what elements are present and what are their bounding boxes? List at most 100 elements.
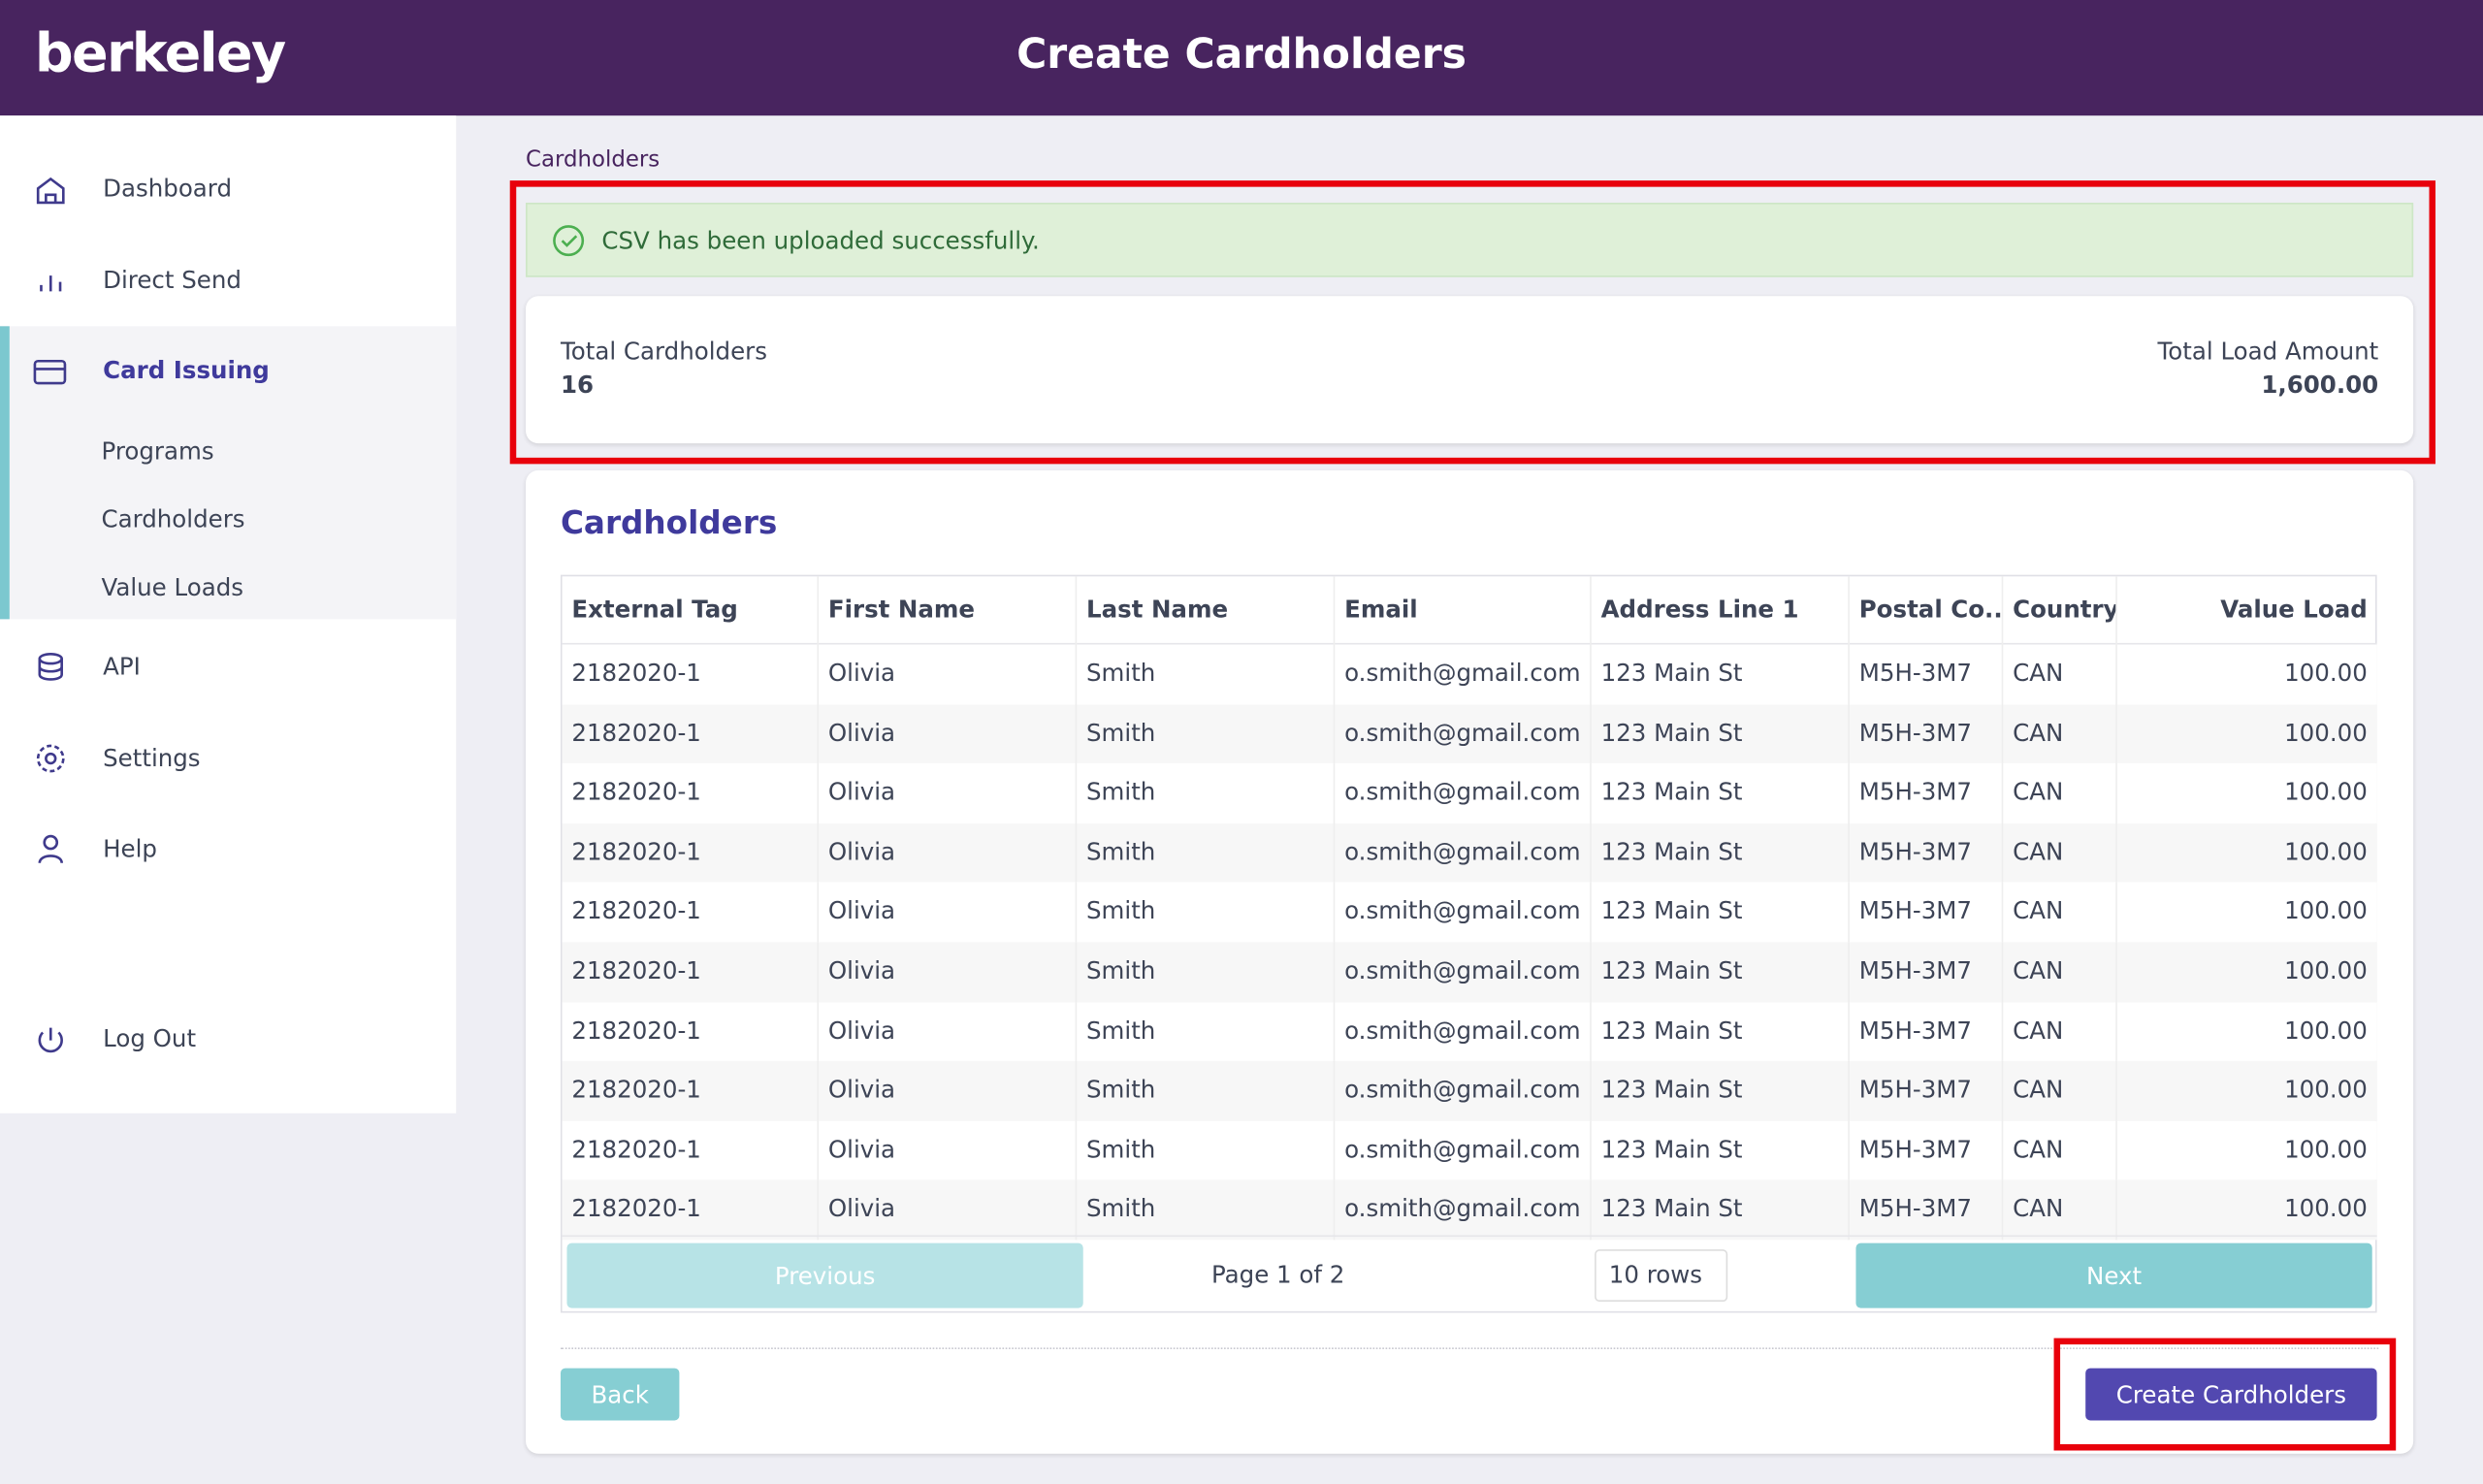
settings-icon-ring (36, 744, 65, 773)
table-cell: Olivia (819, 942, 1078, 1002)
table-cell: 123 Main St (1592, 703, 1850, 764)
column-header[interactable]: Email (1335, 576, 1592, 645)
table-cell: CAN (2003, 942, 2117, 1002)
table-cell: 100.00 (2284, 1194, 2368, 1224)
card-icon (33, 359, 67, 385)
home-icon (36, 177, 65, 205)
table-cell: Smith (1077, 1001, 1336, 1062)
table-cell: 123 Main St (1592, 1120, 1850, 1180)
settings-icon (45, 752, 57, 765)
table-cell: o.smith@gmail.com (1335, 1001, 1592, 1062)
back-button[interactable]: Back (560, 1368, 680, 1421)
table-cell: M5H-3M7 (1850, 703, 2004, 764)
table-row (562, 883, 2377, 943)
user-icon-body (38, 855, 63, 864)
nav-sub-item[interactable]: Programs (101, 436, 214, 466)
table-cell: 2182020-1 (563, 1179, 820, 1241)
table-cell: Olivia (819, 763, 1078, 823)
nav-sub-item[interactable]: Value Loads (101, 573, 244, 602)
table-title: Cardholders (560, 503, 778, 542)
table-cell: 100.00 (2284, 659, 2368, 688)
table-cell: 123 Main St (1592, 883, 1850, 943)
table-cell: CAN (2003, 883, 2117, 943)
table-cell: M5H-3M7 (1850, 1001, 2004, 1062)
table-cell: o.smith@gmail.com (1335, 644, 1592, 704)
nav-item[interactable]: Direct Send (103, 266, 242, 295)
table-cell: Smith (1077, 942, 1336, 1002)
nav-sub-item[interactable]: Cardholders (101, 504, 245, 534)
table-footer-border (562, 1235, 2377, 1238)
data-table: Previous Page 1 of 2 10 rows Next Extern… (560, 574, 2377, 1313)
summary-value: 16 (560, 371, 595, 400)
table-cell: o.smith@gmail.com (1335, 1061, 1592, 1121)
column-header[interactable]: Last Name (1077, 576, 1336, 645)
table-cell: o.smith@gmail.com (1335, 823, 1592, 884)
nav-item[interactable]: Dashboard (103, 174, 233, 203)
column-header[interactable]: First Name (819, 576, 1078, 645)
table-row (562, 763, 2377, 823)
table-cell: Olivia (819, 1179, 1078, 1241)
nav-item[interactable]: Settings (103, 744, 201, 773)
alert-text: CSV has been uploaded successfully. (601, 225, 1040, 255)
table-cell: 2182020-1 (563, 823, 820, 884)
table-cell: Olivia (819, 823, 1078, 884)
table-cell: CAN (2003, 1001, 2117, 1062)
next-button[interactable]: Next (1855, 1242, 2372, 1308)
table-cell: 100.00 (2284, 837, 2368, 866)
table-cell: M5H-3M7 (1850, 1179, 2004, 1241)
summary-label: Total Load Amount (2157, 337, 2379, 367)
table-cell: CAN (2003, 763, 2117, 823)
nav-item[interactable]: Help (103, 834, 157, 863)
table-cell: Olivia (819, 703, 1078, 764)
table-row (562, 703, 2377, 764)
table-row (562, 644, 2377, 704)
table-cell: 123 Main St (1592, 942, 1850, 1002)
chart-icon (40, 275, 62, 292)
column-header[interactable]: Country (2003, 576, 2117, 645)
table-header (562, 576, 2377, 645)
table-cell: M5H-3M7 (1850, 1061, 2004, 1121)
table-cell: CAN (2003, 703, 2117, 764)
page-title: Create Cardholders (1016, 31, 1467, 80)
breadcrumb[interactable]: Cardholders (526, 146, 661, 173)
table-cell: o.smith@gmail.com (1335, 703, 1592, 764)
table-row (562, 1120, 2377, 1180)
db-icon (38, 652, 63, 665)
table-cell: CAN (2003, 1179, 2117, 1241)
check-icon (553, 224, 585, 256)
table-cell: Smith (1077, 703, 1336, 764)
nav-item[interactable]: Card Issuing (103, 356, 270, 385)
table-cell: 123 Main St (1592, 1179, 1850, 1241)
column-header[interactable]: Address Line 1 (1592, 576, 1850, 645)
logo[interactable]: berkeley (34, 21, 286, 86)
table-cell: M5H-3M7 (1850, 763, 2004, 823)
table-row (562, 1001, 2377, 1062)
column-header[interactable]: Postal Co... (1850, 576, 2004, 645)
db-icon-body (38, 659, 63, 681)
table-cell: 100.00 (2284, 1016, 2368, 1045)
table-cell: CAN (2003, 823, 2117, 884)
table-row (562, 823, 2377, 884)
sidebar (0, 115, 457, 1113)
table-cell: Smith (1077, 644, 1336, 704)
table-cell: o.smith@gmail.com (1335, 883, 1592, 943)
table-cell: CAN (2003, 1120, 2117, 1180)
nav-item[interactable]: API (103, 652, 141, 682)
summary-card: Total Cardholders 16 Total Load Amount 1… (526, 296, 2414, 444)
column-header[interactable]: External Tag (563, 576, 820, 645)
table-cell: o.smith@gmail.com (1335, 1120, 1592, 1180)
table-cell: Olivia (819, 1061, 1078, 1121)
active-section (0, 326, 457, 620)
table-cell: Olivia (819, 1001, 1078, 1062)
table-cell: Smith (1077, 823, 1336, 884)
table-cell: 2182020-1 (563, 1120, 820, 1180)
rows-select[interactable]: 10 rows (1595, 1249, 1728, 1303)
table-cell: 2182020-1 (563, 763, 820, 823)
column-header[interactable]: Value Load (2220, 595, 2368, 625)
table-cell: Smith (1077, 763, 1336, 823)
create-button[interactable]: Create Cardholders (2085, 1368, 2377, 1421)
nav-item[interactable]: Log Out (103, 1024, 197, 1053)
previous-button[interactable]: Previous (566, 1242, 1083, 1308)
table-cell: 123 Main St (1592, 823, 1850, 884)
